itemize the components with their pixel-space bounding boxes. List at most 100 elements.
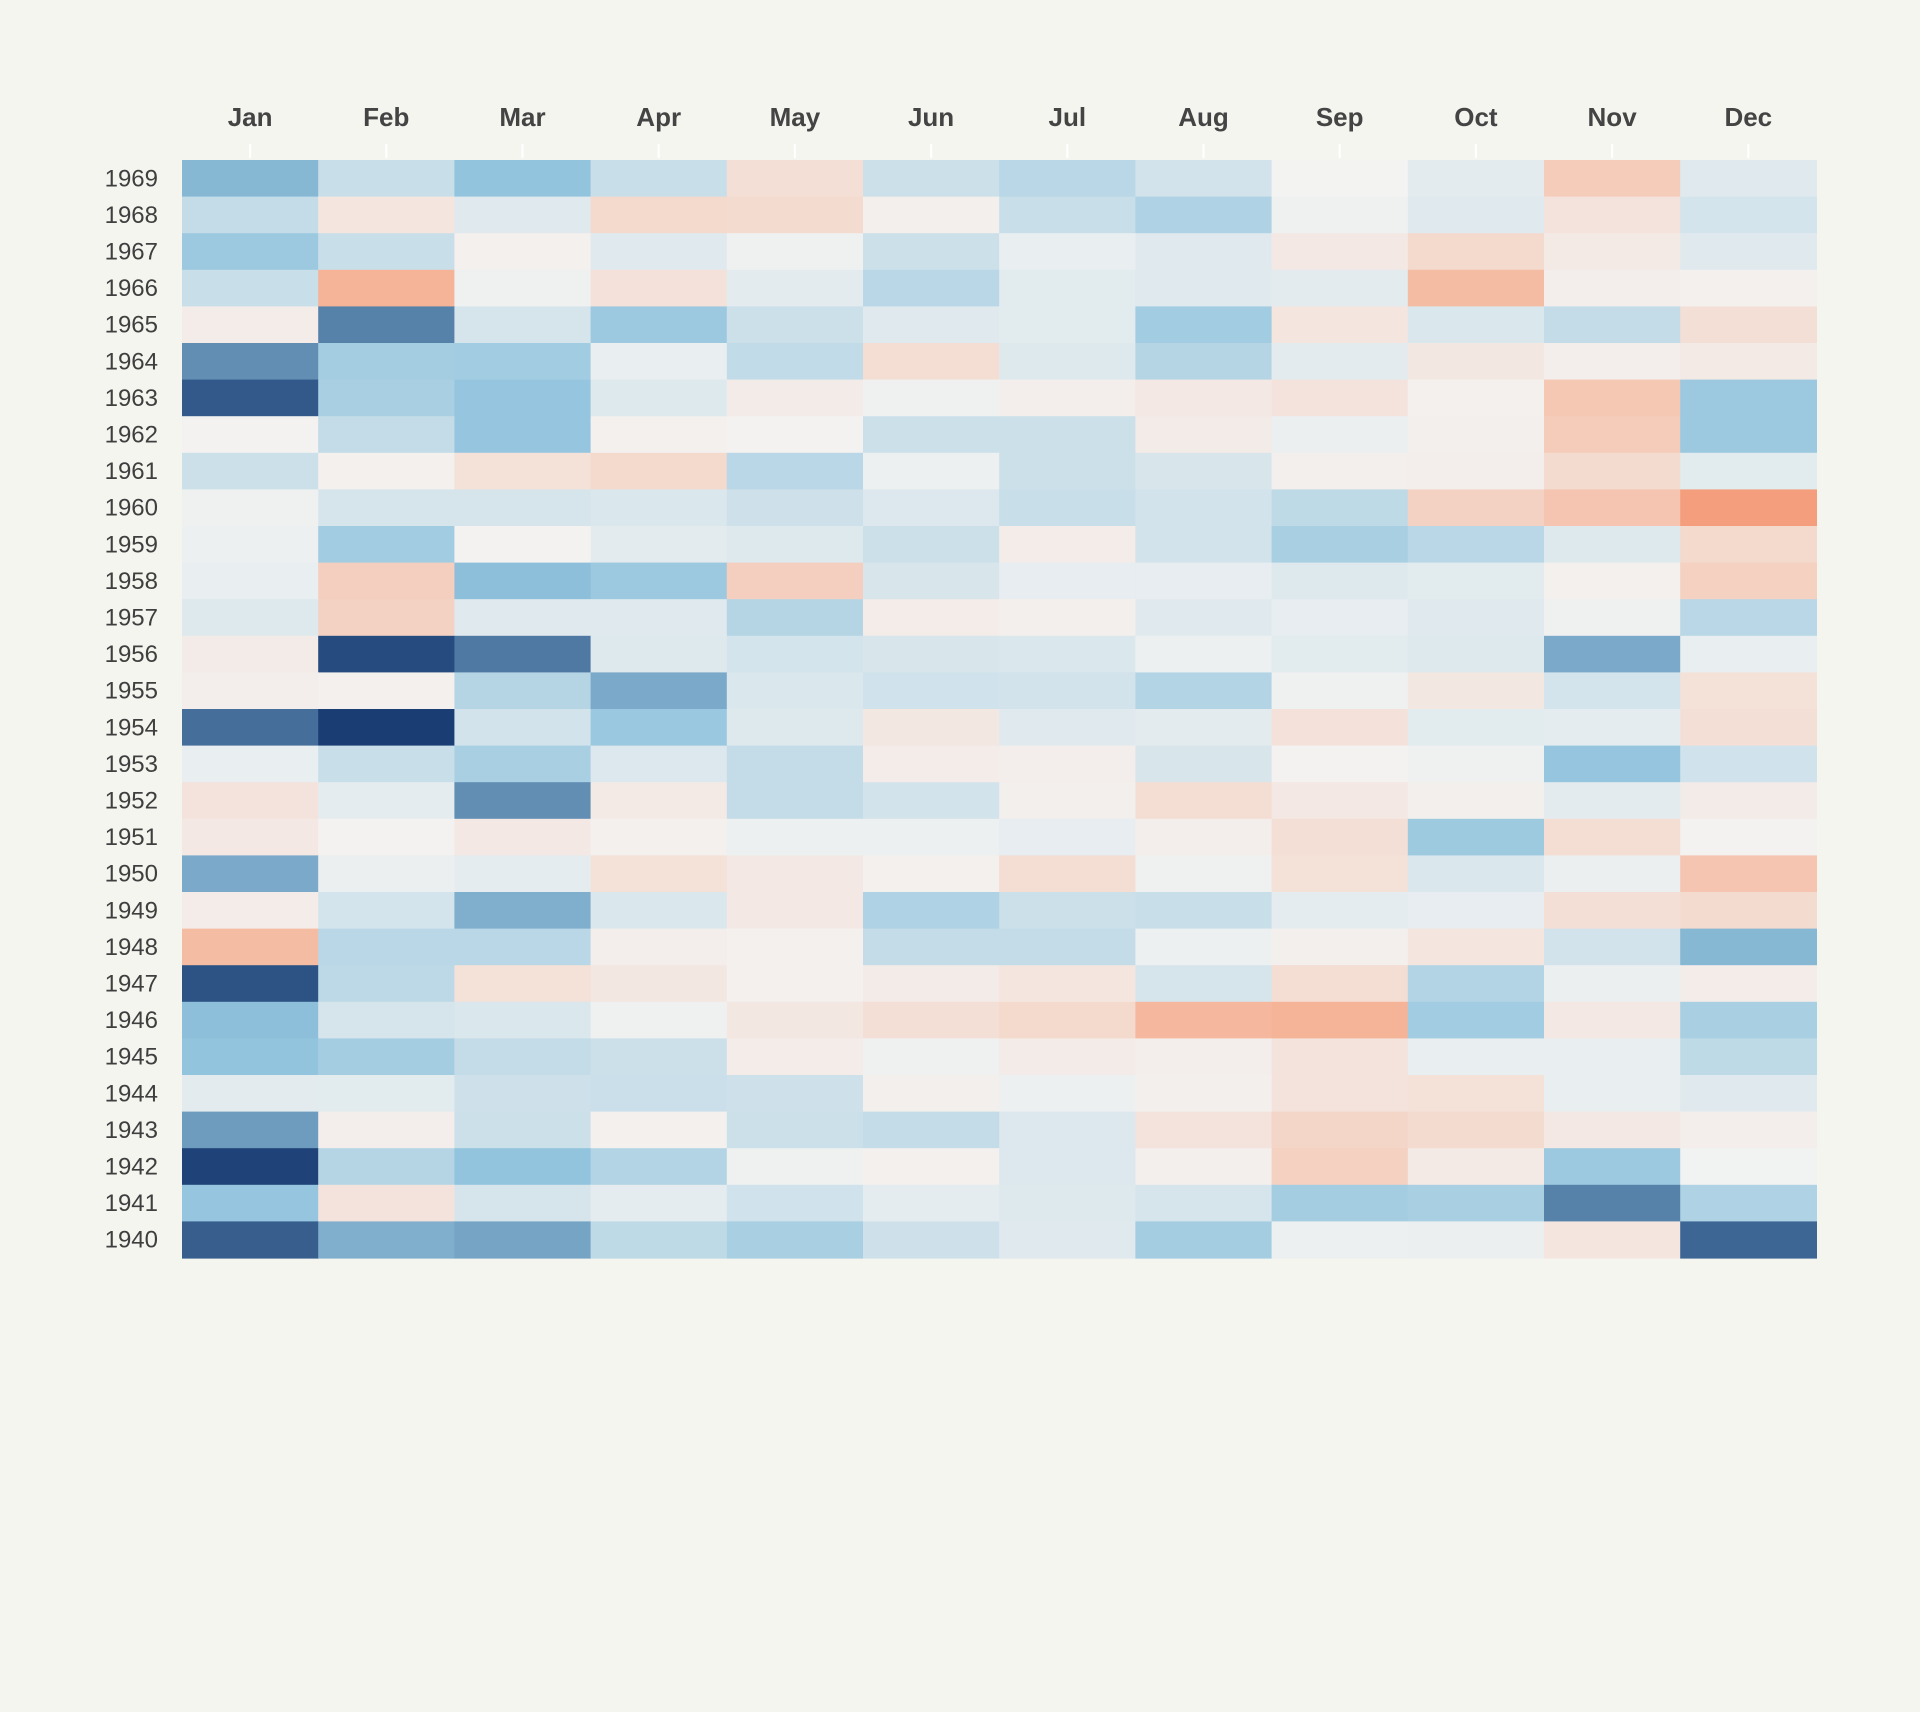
year-label-1957: 1957 bbox=[105, 605, 158, 632]
heatmap-cell-1956-mar bbox=[454, 635, 592, 673]
heatmap-cell-1944-may bbox=[726, 1075, 864, 1113]
heatmap-cell-1943-jul bbox=[999, 1111, 1136, 1149]
heatmap-cell-1969-may bbox=[726, 160, 864, 198]
heatmap-cell-1955-aug bbox=[1135, 672, 1273, 710]
heatmap-cell-1962-aug bbox=[1135, 416, 1273, 454]
heatmap-cell-1950-jul bbox=[999, 855, 1136, 893]
heatmap-cell-1958-aug bbox=[1135, 562, 1273, 600]
heatmap-cell-1969-oct bbox=[1407, 160, 1545, 198]
heatmap-cell-1950-dec bbox=[1680, 855, 1817, 893]
heatmap-cell-1948-jan bbox=[182, 928, 319, 966]
heatmap-cell-1958-feb bbox=[318, 562, 455, 600]
heatmap-cell-1959-mar bbox=[454, 526, 592, 564]
heatmap-cell-1946-sep bbox=[1271, 1001, 1409, 1039]
heatmap-cell-1942-jan bbox=[182, 1148, 319, 1186]
heatmap-cell-1954-jul bbox=[999, 709, 1136, 747]
heatmap-cell-1946-feb bbox=[318, 1001, 455, 1039]
heatmap-cell-1944-dec bbox=[1680, 1075, 1817, 1113]
heatmap-cell-1958-oct bbox=[1407, 562, 1545, 600]
heatmap-cell-1968-apr bbox=[590, 196, 728, 234]
heatmap-cell-1953-mar bbox=[454, 745, 592, 783]
heatmap-cell-1961-feb bbox=[318, 452, 455, 490]
heatmap-cell-1963-sep bbox=[1271, 379, 1409, 417]
heatmap-cell-1965-apr bbox=[590, 306, 728, 344]
heatmap-cell-1968-sep bbox=[1271, 196, 1409, 234]
heatmap-cell-1956-apr bbox=[590, 635, 728, 673]
year-axis: 1969 1968 1967 1966 1965 1964 1963 1962 1961 1960… bbox=[105, 165, 158, 1253]
heatmap-cell-1952-nov bbox=[1544, 782, 1681, 820]
heatmap-cell-1956-jul bbox=[999, 635, 1136, 673]
heatmap-cell-1968-aug bbox=[1135, 196, 1273, 234]
year-label-1960: 1960 bbox=[105, 495, 158, 522]
heatmap-cell-1946-dec bbox=[1680, 1001, 1817, 1039]
heatmap-cell-1951-feb bbox=[318, 818, 455, 856]
heatmap-cell-1958-jan bbox=[182, 562, 319, 600]
heatmap-cell-1942-nov bbox=[1544, 1148, 1681, 1186]
heatmap-cell-1959-dec bbox=[1680, 526, 1817, 564]
heatmap-cell-1953-apr bbox=[590, 745, 728, 783]
heatmap-cell-1969-mar bbox=[454, 160, 592, 198]
month-label-may: May bbox=[770, 102, 821, 132]
heatmap-cell-1946-oct bbox=[1407, 1001, 1545, 1039]
heatmap-cell-1969-dec bbox=[1680, 160, 1817, 198]
heatmap-cell-1951-mar bbox=[454, 818, 592, 856]
heatmap-cell-1967-feb bbox=[318, 233, 455, 271]
heatmap-cell-1944-nov bbox=[1544, 1075, 1681, 1113]
heatmap-cell-1951-dec bbox=[1680, 818, 1817, 856]
heatmap-cell-1961-nov bbox=[1544, 452, 1681, 490]
heatmap-cell-1948-dec bbox=[1680, 928, 1817, 966]
heatmap-cell-1965-jan bbox=[182, 306, 319, 344]
heatmap-cell-1940-jun bbox=[863, 1221, 1000, 1259]
year-label-1946: 1946 bbox=[105, 1007, 158, 1034]
heatmap-cell-1968-jun bbox=[863, 196, 1000, 234]
heatmap-cell-1951-apr bbox=[590, 818, 728, 856]
heatmap-cell-1945-sep bbox=[1271, 1038, 1409, 1076]
heatmap-cell-1950-may bbox=[726, 855, 864, 893]
heatmap-cell-1966-dec bbox=[1680, 269, 1817, 307]
year-label-1942: 1942 bbox=[105, 1154, 158, 1181]
heatmap-cell-1949-jul bbox=[999, 892, 1136, 930]
heatmap-cell-1949-jun bbox=[863, 892, 1000, 930]
heatmap-cell-1953-dec bbox=[1680, 745, 1817, 783]
heatmap-cell-1957-oct bbox=[1407, 599, 1545, 637]
heatmap-cell-1954-dec bbox=[1680, 709, 1817, 747]
year-label-1958: 1958 bbox=[105, 568, 158, 595]
heatmap-cell-1957-aug bbox=[1135, 599, 1273, 637]
heatmap-cell-1969-sep bbox=[1271, 160, 1409, 198]
month-axis: Jan Feb Mar Apr May Jun Jul Aug Sep Oct Nov Dec bbox=[228, 102, 1772, 158]
heatmap-cell-1945-oct bbox=[1407, 1038, 1545, 1076]
heatmap-cell-1956-jun bbox=[863, 635, 1000, 673]
heatmap-cell-1955-mar bbox=[454, 672, 592, 710]
heatmap-cell-1942-may bbox=[726, 1148, 864, 1186]
heatmap-cell-1967-nov bbox=[1544, 233, 1681, 271]
heatmap-cell-1963-mar bbox=[454, 379, 592, 417]
heatmap-cell-1968-nov bbox=[1544, 196, 1681, 234]
heatmap-cell-1959-may bbox=[726, 526, 864, 564]
heatmap-cell-1947-dec bbox=[1680, 965, 1817, 1003]
heatmap-cell-1966-apr bbox=[590, 269, 728, 307]
heatmap-cell-1957-jul bbox=[999, 599, 1136, 637]
heatmap-cell-1967-oct bbox=[1407, 233, 1545, 271]
heatmap-cell-1943-aug bbox=[1135, 1111, 1273, 1149]
heatmap-cell-1945-mar bbox=[454, 1038, 592, 1076]
heatmap-cell-1963-jun bbox=[863, 379, 1000, 417]
month-label-nov: Nov bbox=[1588, 102, 1638, 132]
heatmap-cell-1954-jun bbox=[863, 709, 1000, 747]
heatmap-cell-1964-aug bbox=[1135, 343, 1273, 381]
heatmap-cell-1942-jun bbox=[863, 1148, 1000, 1186]
heatmap-cell-1949-mar bbox=[454, 892, 592, 930]
heatmap-cell-1948-jul bbox=[999, 928, 1136, 966]
heatmap-cell-1945-jul bbox=[999, 1038, 1136, 1076]
heatmap-cell-1941-sep bbox=[1271, 1184, 1409, 1222]
heatmap-cell-1961-jan bbox=[182, 452, 319, 490]
heatmap-cell-1941-aug bbox=[1135, 1184, 1273, 1222]
heatmap-cell-1961-oct bbox=[1407, 452, 1545, 490]
heatmap-cell-1965-sep bbox=[1271, 306, 1409, 344]
heatmap-cell-1965-oct bbox=[1407, 306, 1545, 344]
heatmap-cell-1946-may bbox=[726, 1001, 864, 1039]
heatmap-cell-1964-may bbox=[726, 343, 864, 381]
heatmap-cell-1945-feb bbox=[318, 1038, 455, 1076]
heatmap-cell-1959-jan bbox=[182, 526, 319, 564]
heatmap-cell-1950-jan bbox=[182, 855, 319, 893]
